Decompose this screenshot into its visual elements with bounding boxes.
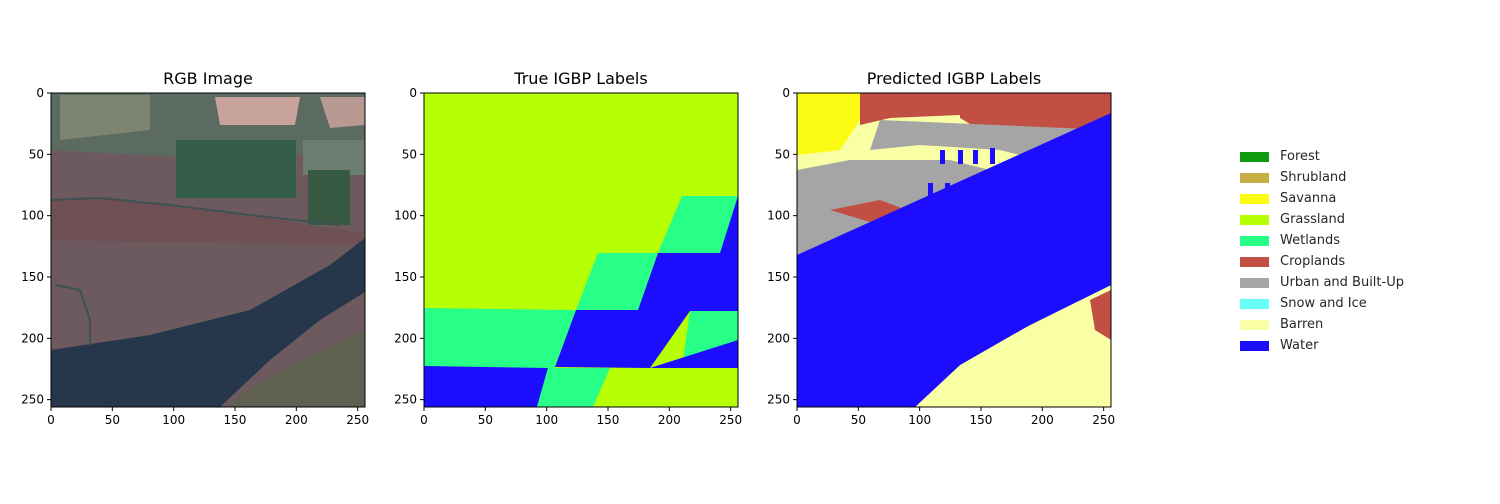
- x-tick-label: 150: [224, 413, 247, 427]
- rgb-image: [51, 93, 365, 407]
- legend-item: Grassland: [1240, 209, 1404, 230]
- x-tick-label: 250: [346, 413, 369, 427]
- x-tick-label: 100: [535, 413, 558, 427]
- y-tick-label: 250: [767, 393, 790, 407]
- x-tick-label: 200: [658, 413, 681, 427]
- y-tick-label: 0: [409, 86, 417, 100]
- legend-label: Snow and Ice: [1280, 296, 1367, 311]
- x-tick-label: 150: [597, 413, 620, 427]
- y-tick-label: 250: [21, 393, 44, 407]
- x-tick-label: 150: [970, 413, 993, 427]
- legend-item: Water: [1240, 335, 1404, 356]
- legend-label: Urban and Built-Up: [1280, 275, 1404, 290]
- legend-swatch: [1240, 256, 1269, 267]
- legend-item: Urban and Built-Up: [1240, 272, 1404, 293]
- x-tick-label: 200: [285, 413, 308, 427]
- rgb-image-panel: RGB Image: [50, 69, 366, 408]
- y-tick-label: 50: [402, 147, 417, 161]
- panel-title: RGB Image: [163, 69, 253, 88]
- y-tick-label: 50: [29, 147, 44, 161]
- legend-label: Savanna: [1280, 191, 1337, 206]
- x-tick-label: 250: [719, 413, 742, 427]
- y-tick-label: 100: [21, 209, 44, 223]
- y-tick-label: 100: [767, 209, 790, 223]
- legend-label: Barren: [1280, 317, 1324, 332]
- x-tick-label: 100: [162, 413, 185, 427]
- x-tick-label: 50: [851, 413, 866, 427]
- predicted-labels-panel: Predicted IGBP Labels: [796, 69, 1112, 408]
- legend-swatch: [1240, 340, 1269, 351]
- legend-item: Forest: [1240, 146, 1404, 167]
- panel-title: True IGBP Labels: [513, 69, 647, 88]
- legend-swatch: [1240, 277, 1269, 288]
- legend-swatch: [1240, 235, 1269, 246]
- y-tick-label: 0: [782, 86, 790, 100]
- y-tick-label: 0: [36, 86, 44, 100]
- legend-item: Croplands: [1240, 251, 1404, 272]
- true-labels-panel: True IGBP Labels: [423, 69, 739, 408]
- legend-swatch: [1240, 298, 1269, 309]
- legend-label: Water: [1280, 338, 1319, 353]
- legend-item: Barren: [1240, 314, 1404, 335]
- legend-swatch: [1240, 214, 1269, 225]
- x-tick-label: 0: [793, 413, 801, 427]
- legend-item: Snow and Ice: [1240, 293, 1404, 314]
- y-tick-label: 150: [394, 270, 417, 284]
- x-tick-label: 200: [1031, 413, 1054, 427]
- y-tick-label: 150: [21, 270, 44, 284]
- x-tick-label: 0: [47, 413, 55, 427]
- legend-label: Forest: [1280, 149, 1320, 164]
- legend-label: Croplands: [1280, 254, 1346, 269]
- legend-swatch: [1240, 172, 1269, 183]
- x-tick-label: 0: [420, 413, 428, 427]
- legend-swatch: [1240, 151, 1269, 162]
- legend-label: Shrubland: [1280, 170, 1347, 185]
- y-tick-label: 200: [394, 331, 417, 345]
- y-tick-label: 200: [21, 331, 44, 345]
- legend-item: Wetlands: [1240, 230, 1404, 251]
- legend-label: Wetlands: [1280, 233, 1341, 248]
- legend-label: Grassland: [1280, 212, 1345, 227]
- panel-title: Predicted IGBP Labels: [867, 69, 1042, 88]
- x-tick-label: 50: [478, 413, 493, 427]
- x-tick-label: 250: [1092, 413, 1115, 427]
- y-tick-label: 150: [767, 270, 790, 284]
- y-tick-label: 100: [394, 209, 417, 223]
- predicted-labels-map: [797, 93, 1111, 407]
- y-tick-label: 250: [394, 393, 417, 407]
- legend-item: Shrubland: [1240, 167, 1404, 188]
- legend-item: Savanna: [1240, 188, 1404, 209]
- true-labels-map: [424, 93, 738, 407]
- legend: Forest Shrubland Savanna Grassland Wetla…: [1240, 146, 1404, 356]
- x-tick-label: 100: [908, 413, 931, 427]
- y-tick-label: 50: [775, 147, 790, 161]
- legend-swatch: [1240, 319, 1269, 330]
- legend-swatch: [1240, 193, 1269, 204]
- y-tick-label: 200: [767, 331, 790, 345]
- x-tick-label: 50: [105, 413, 120, 427]
